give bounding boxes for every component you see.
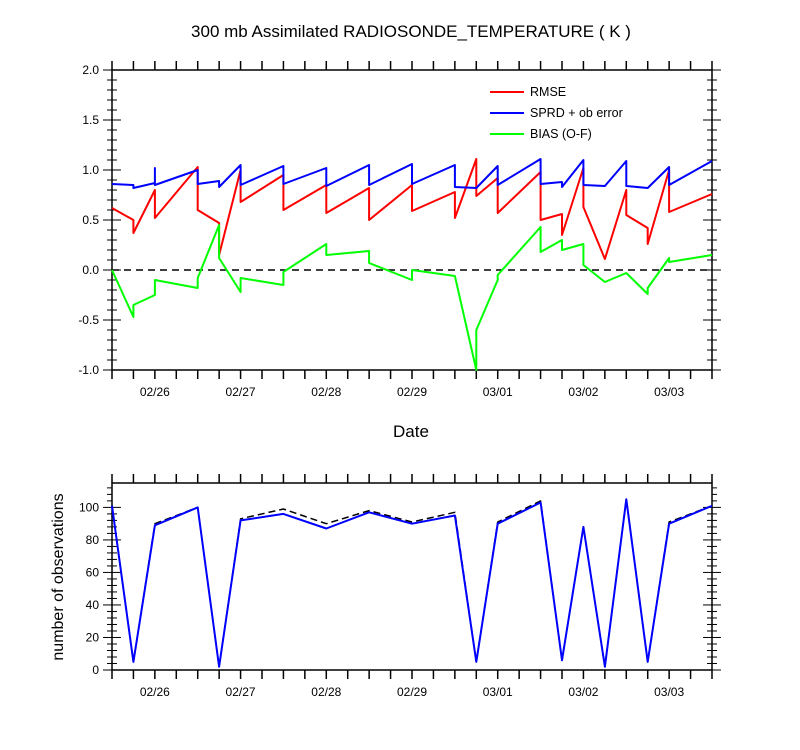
x-tick-label: 03/02 bbox=[568, 685, 598, 699]
x-tick-label: 03/01 bbox=[483, 685, 513, 699]
plot-frame bbox=[111, 482, 713, 671]
bottom-panel: 0 20 40 60 80 100 02/26 02/27 02/28 02/29 03/01 03/… bbox=[79, 474, 721, 699]
x-tick-label: 02/28 bbox=[311, 685, 341, 699]
y-tick-label: 0.5 bbox=[82, 213, 99, 227]
y-tick-label: 20 bbox=[86, 630, 100, 644]
legend-label: RMSE bbox=[530, 85, 566, 99]
y-tick-label: 60 bbox=[86, 565, 100, 579]
x-tick-label: 03/02 bbox=[568, 385, 598, 399]
x-tick-label: 03/03 bbox=[654, 685, 684, 699]
y-tick-label: 1.5 bbox=[82, 113, 99, 127]
y-tick-label: 80 bbox=[86, 533, 100, 547]
legend-label: SPRD + ob error bbox=[530, 106, 623, 120]
x-tick-label: 02/26 bbox=[140, 685, 170, 699]
x-tick-label: 02/26 bbox=[140, 385, 170, 399]
series-line-bias-o-f bbox=[111, 224, 713, 371]
x-tick-label: 02/29 bbox=[397, 385, 427, 399]
y-tick-label: 1.0 bbox=[82, 163, 99, 177]
legend-label: BIAS (O-F) bbox=[530, 127, 592, 141]
legend: RMSE SPRD + ob error BIAS (O-F) bbox=[490, 85, 623, 141]
x-tick-label: 03/03 bbox=[654, 385, 684, 399]
y-tick-label: 100 bbox=[79, 500, 99, 514]
y-tick-label: 2.0 bbox=[82, 63, 99, 77]
y-axis-label-observations: number of observations bbox=[50, 493, 67, 660]
chart-title: 300 mb Assimilated RADIOSONDE_TEMPERATUR… bbox=[191, 22, 631, 41]
y-tick-label: 0.0 bbox=[82, 263, 99, 277]
y-tick-label: -0.5 bbox=[78, 313, 99, 327]
x-tick-label: 02/27 bbox=[226, 685, 256, 699]
y-tick-label: 0 bbox=[92, 663, 99, 677]
x-tick-label: 02/27 bbox=[226, 385, 256, 399]
y-tick-label: -1.0 bbox=[78, 363, 99, 377]
series-line-sprd-ob-error bbox=[111, 158, 713, 189]
x-tick-label: 02/28 bbox=[311, 385, 341, 399]
series-line-assimilated-observations bbox=[111, 498, 713, 668]
y-tick-label: 40 bbox=[86, 598, 100, 612]
x-tick-label: 02/29 bbox=[397, 685, 427, 699]
x-tick-label: 03/01 bbox=[483, 385, 513, 399]
series-line-rmse bbox=[111, 158, 713, 260]
top-panel: -1.0 -0.5 0.0 0.5 1.0 1.5 2.0 02/26 02/27 02/28 02… bbox=[78, 61, 721, 399]
x-axis-label: Date bbox=[393, 422, 429, 441]
